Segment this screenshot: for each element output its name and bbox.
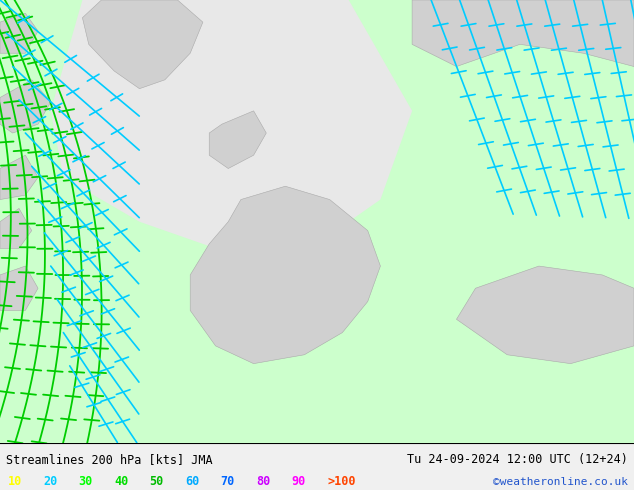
Text: 60: 60 <box>185 475 199 488</box>
Text: 30: 30 <box>79 475 93 488</box>
Text: ©weatheronline.co.uk: ©weatheronline.co.uk <box>493 477 628 487</box>
Text: 50: 50 <box>150 475 164 488</box>
Text: >100: >100 <box>327 475 356 488</box>
Polygon shape <box>0 13 38 53</box>
Text: 20: 20 <box>43 475 57 488</box>
Text: 80: 80 <box>256 475 270 488</box>
Polygon shape <box>0 155 38 199</box>
Text: Tu 24-09-2024 12:00 UTC (12+24): Tu 24-09-2024 12:00 UTC (12+24) <box>407 453 628 466</box>
Polygon shape <box>209 111 266 169</box>
Polygon shape <box>412 0 634 67</box>
Text: Streamlines 200 hPa [kts] JMA: Streamlines 200 hPa [kts] JMA <box>6 453 213 466</box>
Polygon shape <box>0 80 51 133</box>
Polygon shape <box>82 0 203 89</box>
Text: 90: 90 <box>292 475 306 488</box>
Text: 70: 70 <box>221 475 235 488</box>
Text: 40: 40 <box>114 475 128 488</box>
Polygon shape <box>456 266 634 364</box>
Polygon shape <box>190 186 380 364</box>
Polygon shape <box>0 266 38 311</box>
Polygon shape <box>0 0 634 443</box>
Polygon shape <box>0 208 32 248</box>
Text: 10: 10 <box>8 475 22 488</box>
Polygon shape <box>51 0 412 257</box>
